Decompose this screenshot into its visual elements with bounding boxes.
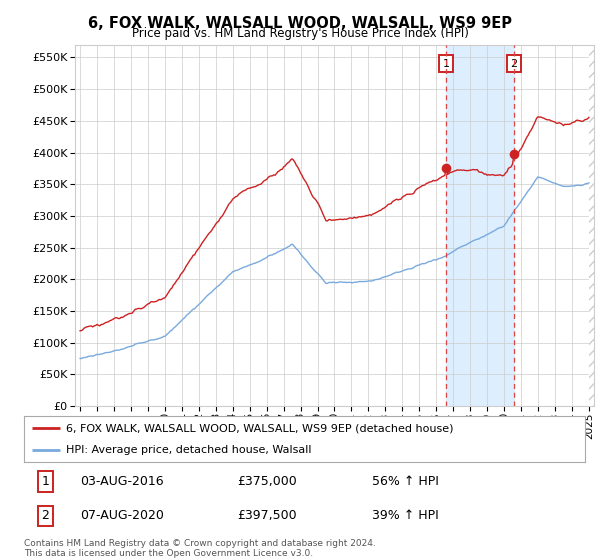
Text: £375,000: £375,000	[237, 475, 297, 488]
Text: 6, FOX WALK, WALSALL WOOD, WALSALL, WS9 9EP: 6, FOX WALK, WALSALL WOOD, WALSALL, WS9 …	[88, 16, 512, 31]
Text: 39% ↑ HPI: 39% ↑ HPI	[372, 510, 439, 522]
Bar	[589, 45, 600, 406]
Text: £397,500: £397,500	[237, 510, 297, 522]
Text: 1: 1	[41, 475, 49, 488]
Text: Price paid vs. HM Land Registry's House Price Index (HPI): Price paid vs. HM Land Registry's House …	[131, 27, 469, 40]
Text: 6, FOX WALK, WALSALL WOOD, WALSALL, WS9 9EP (detached house): 6, FOX WALK, WALSALL WOOD, WALSALL, WS9 …	[66, 423, 454, 433]
Bar	[589, 45, 600, 406]
Text: 07-AUG-2020: 07-AUG-2020	[80, 510, 164, 522]
Text: 2: 2	[511, 59, 518, 69]
Bar	[446, 45, 514, 406]
Text: HPI: Average price, detached house, Walsall: HPI: Average price, detached house, Wals…	[66, 445, 311, 455]
Text: 1: 1	[443, 59, 449, 69]
Text: 03-AUG-2016: 03-AUG-2016	[80, 475, 164, 488]
Text: 56% ↑ HPI: 56% ↑ HPI	[372, 475, 439, 488]
Text: 2: 2	[41, 510, 49, 522]
Text: Contains HM Land Registry data © Crown copyright and database right 2024.
This d: Contains HM Land Registry data © Crown c…	[24, 539, 376, 558]
